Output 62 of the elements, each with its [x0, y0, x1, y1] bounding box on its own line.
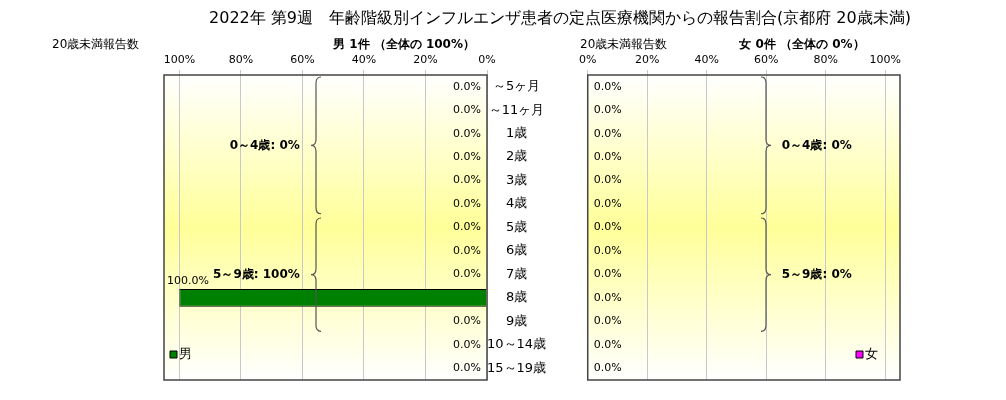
y-tick-label: 4歳: [505, 195, 528, 211]
y-tick-label: ～5ヶ月: [492, 78, 541, 94]
x-tick-label: 40%: [351, 53, 377, 67]
data-label: 0.0%: [453, 103, 481, 117]
data-label: 0.0%: [593, 267, 622, 281]
y-tick-label: ～11ヶ月: [488, 101, 545, 117]
x-tick-label: 100%: [163, 53, 196, 67]
legend-label: 女: [865, 346, 878, 362]
data-label: 0.0%: [453, 220, 481, 234]
x-tick-label: 100%: [869, 53, 901, 67]
data-label: 0.0%: [593, 314, 622, 328]
y-tick-label: 6歳: [505, 242, 528, 258]
data-label: 0.0%: [453, 361, 481, 375]
y-tick-label: 10～14歳: [487, 336, 547, 352]
x-tick-label: 40%: [694, 53, 719, 67]
annotation: 0～4歳: 0%: [229, 137, 300, 152]
x-tick-label: 20%: [634, 53, 660, 67]
y-tick-label: 9歳: [505, 312, 528, 328]
data-label: 0.0%: [453, 79, 481, 93]
text: 2022年 第9週 年齢階級別インフルエンザ患者の定点医療機関からの報告割合(京都府 20歳未満): [208, 8, 912, 29]
x-axis-title: 20歳未満報告数: [580, 36, 668, 53]
y-tick-label: 2歳: [505, 148, 528, 164]
chart-subtitle: 男 1件 （全体の 100%）: [332, 36, 475, 53]
y-tick-label: 15～19歳: [487, 359, 547, 375]
y-tick-label: 1歳: [505, 125, 528, 141]
data-label: 0.0%: [593, 149, 622, 163]
x-tick-label: 0%: [579, 53, 597, 67]
x-tick-label: 80%: [228, 53, 254, 67]
y-tick-label: 3歳: [505, 171, 528, 187]
x-tick-label: 20%: [413, 53, 438, 67]
data-label: 0.0%: [593, 243, 622, 257]
data-label: 0.0%: [453, 267, 481, 281]
chart-title: 女 0件 （全体の 0%）: [738, 36, 866, 53]
y-tick-label: 5歳: [505, 218, 528, 234]
x-axis-title: 20歳未満報告数: [52, 36, 140, 53]
y-tick-label: 7歳: [505, 265, 528, 281]
data-label: 0.0%: [593, 79, 622, 93]
data-label: 0.0%: [593, 103, 622, 117]
annotation: 5～9歳: 100%: [213, 266, 300, 281]
legend-label: 男: [179, 346, 192, 362]
data-label: 0.0%: [453, 149, 481, 163]
data-label: 0.0%: [593, 220, 622, 234]
data-label: 0.0%: [453, 243, 481, 257]
y-tick-label: 8歳: [505, 289, 528, 305]
data-label: 0.0%: [453, 337, 481, 351]
x-tick-label: 0%: [478, 53, 496, 67]
data-label: 0.0%: [593, 361, 622, 375]
x-tick-label: 60%: [290, 53, 315, 67]
data-label: 0.0%: [453, 314, 481, 328]
annotation: 0～4歳: 0%: [781, 137, 852, 152]
data-label: 100.0%: [167, 273, 209, 287]
data-label: 0.0%: [593, 126, 622, 140]
data-label: 0.0%: [453, 196, 481, 210]
data-label: 0.0%: [593, 173, 622, 187]
data-label: 0.0%: [593, 337, 622, 351]
annotation: 5～9歳: 0%: [781, 266, 852, 281]
x-tick-label: 60%: [753, 53, 779, 67]
x-tick-label: 80%: [813, 53, 838, 67]
data-label: 0.0%: [593, 196, 622, 210]
data-label: 0.0%: [593, 290, 622, 304]
data-label: 0.0%: [453, 126, 481, 140]
data-label: 0.0%: [453, 173, 481, 187]
